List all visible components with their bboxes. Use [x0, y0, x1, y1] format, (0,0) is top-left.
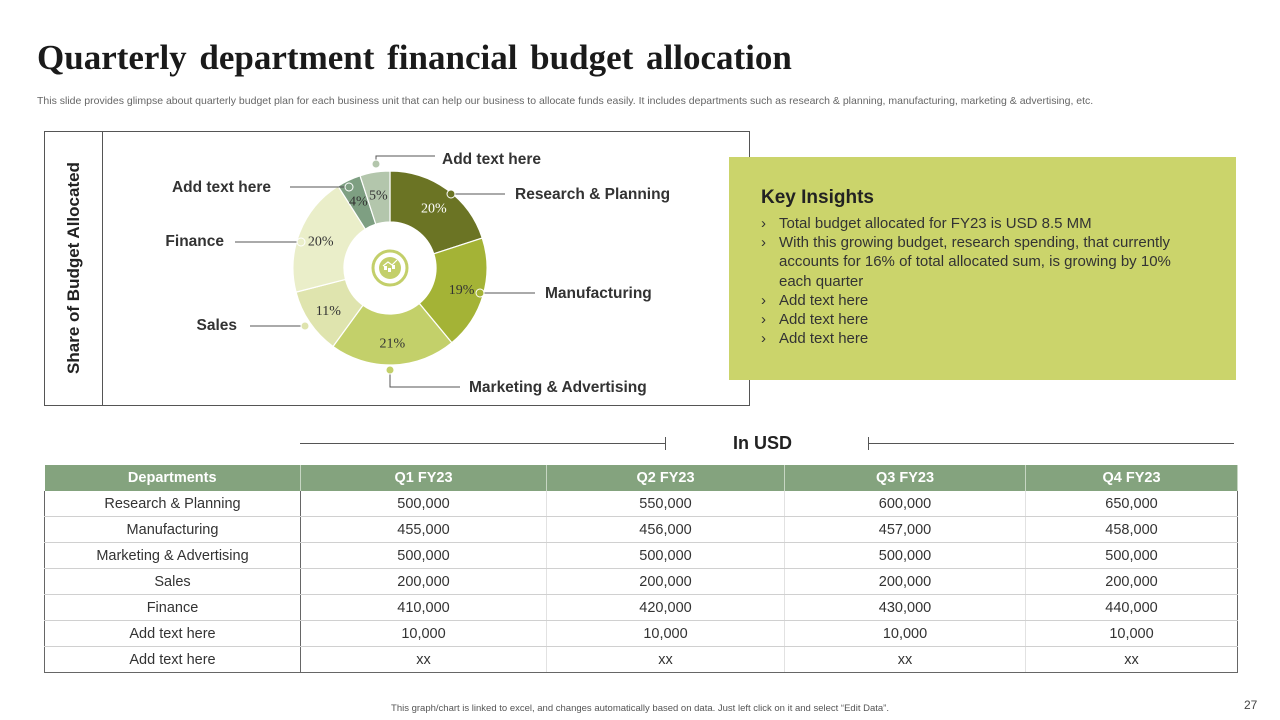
budget-cell: 410,000: [300, 594, 547, 621]
budget-cell: 10,000: [546, 620, 785, 647]
column-header: Q1 FY23: [300, 465, 547, 491]
slice-category-label: Add text here: [172, 179, 271, 196]
chart-icon: [371, 249, 409, 287]
leader-line: [389, 370, 460, 388]
leader-dot: [300, 321, 310, 331]
table-row: Add text here 10,000 10,000 10,000 10,000: [44, 620, 1238, 647]
budget-cell: 10,000: [784, 620, 1026, 647]
table-row: Research & Planning 500,000 550,000 600,000…: [44, 491, 1238, 517]
budget-cell: 500,000: [546, 542, 785, 569]
slice-category-label: Sales: [196, 317, 237, 334]
table-row: Add text here xx xx xx xx: [44, 646, 1238, 673]
insight-item: Add text here: [761, 291, 1206, 310]
insight-item: With this growing budget, research spend…: [761, 233, 1206, 291]
insight-item: Total budget allocated for FY23 is USD 8…: [761, 214, 1206, 233]
donut-chart[interactable]: 20% 19% 21% 11% 20% 4% 5% Research & Planning Ma…: [45, 132, 751, 407]
slice-category-label: Finance: [165, 233, 224, 250]
slice-value-label: 11%: [316, 304, 341, 319]
budget-cell: 650,000: [1025, 491, 1238, 517]
leader-dot: [344, 182, 354, 192]
table-header-row: Departments Q1 FY23 Q2 FY23 Q3 FY23 Q4 F…: [44, 465, 1238, 491]
department-cell: Add text here: [44, 646, 301, 673]
budget-cell: 458,000: [1025, 516, 1238, 543]
budget-cell: xx: [300, 646, 547, 673]
column-header: Q4 FY23: [1025, 465, 1238, 491]
leader-dot: [296, 237, 306, 247]
pie-slice[interactable]: [359, 170, 391, 226]
unit-divider-right: [868, 443, 1234, 444]
budget-cell: xx: [546, 646, 785, 673]
page-subtitle: This slide provides glimpse about quarte…: [37, 95, 1094, 107]
key-insights-box: Key Insights Total budget allocated for …: [729, 157, 1236, 380]
table-row: Sales 200,000 200,000 200,000 200,000: [44, 568, 1238, 595]
budget-cell: 440,000: [1025, 594, 1238, 621]
budget-cell: 420,000: [546, 594, 785, 621]
leader-dot: [446, 189, 456, 199]
department-cell: Research & Planning: [44, 491, 301, 517]
slice-value-label: 20%: [421, 202, 447, 217]
budget-cell: 10,000: [300, 620, 547, 647]
budget-cell: xx: [1025, 646, 1238, 673]
budget-cell: 600,000: [784, 491, 1026, 517]
page-number: 27: [1244, 698, 1258, 712]
column-header: Q3 FY23: [784, 465, 1026, 491]
budget-cell: 200,000: [784, 568, 1026, 595]
department-cell: Add text here: [44, 620, 301, 647]
budget-cell: 200,000: [1025, 568, 1238, 595]
unit-divider-left: [300, 443, 665, 444]
column-header: Departments: [44, 465, 301, 491]
budget-cell: 456,000: [546, 516, 785, 543]
insight-item: Add text here: [761, 329, 1206, 348]
department-cell: Sales: [44, 568, 301, 595]
department-cell: Manufacturing: [44, 516, 301, 543]
slice-category-label: Add text here: [442, 151, 541, 168]
table-row: Finance 410,000 420,000 430,000 440,000: [44, 594, 1238, 621]
page-title: Quarterly department financial budget al…: [37, 38, 792, 77]
slice-category-label: Marketing & Advertising: [469, 379, 647, 396]
footnote: This graph/chart is linked to excel, and…: [391, 703, 889, 714]
budget-table: Departments Q1 FY23 Q2 FY23 Q3 FY23 Q4 F…: [44, 465, 1238, 673]
pie-slice[interactable]: [332, 302, 453, 366]
budget-cell: 500,000: [784, 542, 1026, 569]
department-cell: Finance: [44, 594, 301, 621]
budget-cell: 200,000: [546, 568, 785, 595]
budget-cell: 500,000: [1025, 542, 1238, 569]
table-row: Marketing & Advertising 500,000 500,000 500…: [44, 542, 1238, 569]
slice-value-label: 4%: [349, 195, 368, 210]
budget-cell: 455,000: [300, 516, 547, 543]
slice-category-label: Research & Planning: [515, 186, 670, 203]
department-cell: Marketing & Advertising: [44, 542, 301, 569]
table-row: Manufacturing 455,000 456,000 457,000 458,00…: [44, 516, 1238, 543]
key-insights-heading: Key Insights: [761, 187, 874, 208]
budget-cell: 200,000: [300, 568, 547, 595]
leader-dot: [385, 365, 395, 375]
unit-label: In USD: [733, 433, 793, 453]
slice-category-label: Manufacturing: [545, 285, 652, 302]
budget-cell: 430,000: [784, 594, 1026, 621]
leader-line: [375, 155, 435, 164]
chart-ylabel-panel: Share of Budget Allocated: [45, 132, 103, 405]
slice-value-label: 21%: [380, 336, 406, 351]
slice-value-label: 19%: [449, 283, 475, 298]
budget-cell: 500,000: [300, 542, 547, 569]
leader-dot: [475, 288, 485, 298]
budget-cell: 500,000: [300, 491, 547, 517]
pie-slice[interactable]: [418, 237, 488, 344]
key-insights-list: Total budget allocated for FY23 is USD 8…: [761, 214, 1206, 349]
budget-cell: 457,000: [784, 516, 1026, 543]
slice-value-label: 20%: [308, 235, 334, 250]
chart-panel: Share of Budget Allocated 20% 19% 21% 11% 20…: [44, 131, 750, 406]
insight-item: Add text here: [761, 310, 1206, 329]
leader-dot: [371, 159, 381, 169]
budget-cell: xx: [784, 646, 1026, 673]
unit-divider-left-tick: [665, 437, 666, 450]
budget-cell: 10,000: [1025, 620, 1238, 647]
budget-cell: 550,000: [546, 491, 785, 517]
column-header: Q2 FY23: [546, 465, 785, 491]
slice-value-label: 5%: [369, 188, 388, 203]
